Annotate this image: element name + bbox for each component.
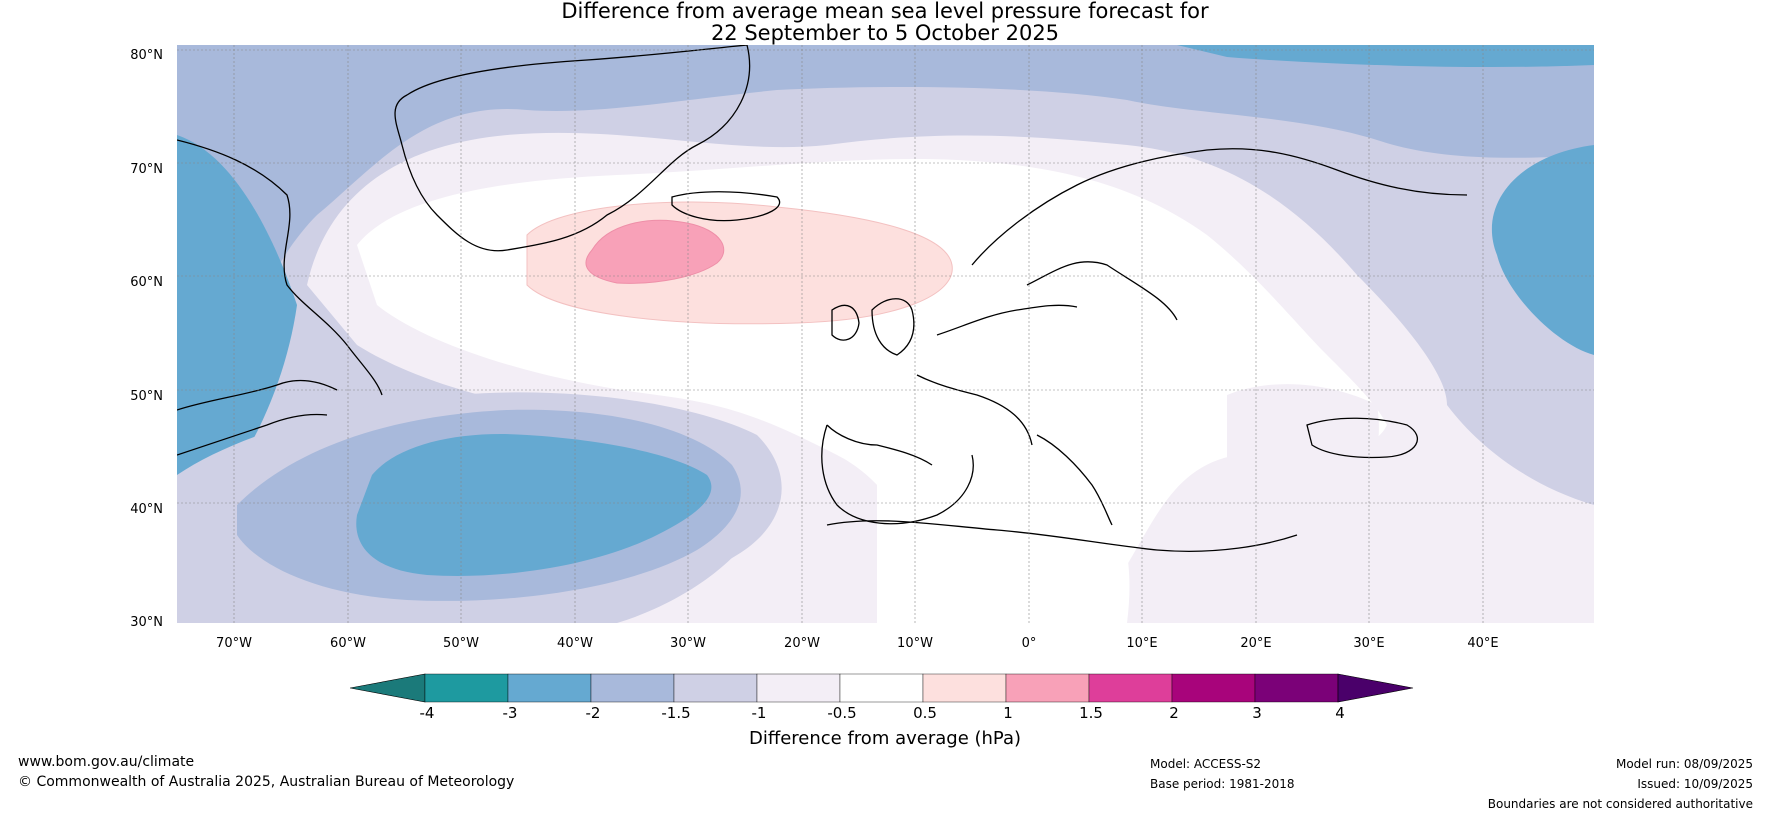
footer-model-run: Model run: 08/09/2025 <box>1615 757 1753 771</box>
colorbar-extend-high <box>1337 673 1414 703</box>
colorbar-tick: -2 <box>585 704 601 722</box>
colorbar-tick: 4 <box>1335 704 1345 722</box>
footer-disclaimer: Boundaries are not considered authoritat… <box>1487 797 1753 811</box>
colorbar-swatch <box>1088 673 1173 703</box>
colorbar-extend-low <box>350 673 426 703</box>
anomaly-contour-minus3-arctic <box>1177 45 1594 68</box>
colorbar-swatch <box>922 673 1007 703</box>
lon-label-10w: 10°W <box>897 636 933 651</box>
colorbar-tick: -4 <box>419 704 435 722</box>
anomaly-contour-neutral-iberia <box>877 460 1130 623</box>
colorbar-swatch <box>1171 673 1256 703</box>
colorbar-swatch <box>756 673 841 703</box>
footer-url[interactable]: www.bom.gov.au/climate <box>18 754 195 770</box>
lon-label-40w: 40°W <box>557 636 593 651</box>
lat-label-30n: 30°N <box>130 615 163 630</box>
colorbar-swatch <box>590 673 675 703</box>
coastlines <box>177 45 1468 552</box>
lat-label-70n: 70°N <box>130 162 163 177</box>
anomaly-contour-plus1 <box>585 219 725 284</box>
pressure-anomaly-map <box>177 45 1594 623</box>
lon-label-0: 0° <box>1021 636 1037 651</box>
footer-base-period: Base period: 1981-2018 <box>1150 777 1295 791</box>
anomaly-contour-minus3-northwest <box>177 135 297 515</box>
colorbar-tick: -1 <box>751 704 767 722</box>
lon-label-20w: 20°W <box>784 636 820 651</box>
lon-label-30e: 30°E <box>1353 636 1385 651</box>
lat-label-80n: 80°N <box>130 48 163 63</box>
colorbar-tick: 0.5 <box>913 704 937 722</box>
lat-label-50n: 50°N <box>130 389 163 404</box>
map-title-line1: Difference from average mean sea level p… <box>561 0 1209 23</box>
colorbar <box>350 673 1414 703</box>
graticule <box>177 45 1594 623</box>
lat-label-60n: 60°N <box>130 275 163 290</box>
colorbar-swatch <box>673 673 758 703</box>
anomaly-contour-minus3-atlantic <box>356 434 712 576</box>
colorbar-tick: -1.5 <box>661 704 691 722</box>
lon-label-40e: 40°E <box>1467 636 1499 651</box>
colorbar-tick: 2 <box>1169 704 1179 722</box>
lon-label-10e: 10°E <box>1126 636 1158 651</box>
colorbar-swatch <box>839 673 924 703</box>
anomaly-contour-minus2-north <box>177 45 1594 565</box>
colorbar-tick: 1 <box>1003 704 1013 722</box>
colorbar-swatch <box>1005 673 1090 703</box>
colorbar-swatch <box>507 673 592 703</box>
colorbar-tick: 1.5 <box>1079 704 1103 722</box>
colorbar-tick: -3 <box>502 704 518 722</box>
lat-label-40n: 40°N <box>130 502 163 517</box>
lon-label-50w: 50°W <box>443 636 479 651</box>
colorbar-swatch <box>1254 673 1339 703</box>
colorbar-tick: -0.5 <box>827 704 857 722</box>
colorbar-label: Difference from average (hPa) <box>748 728 1022 749</box>
lon-label-30w: 30°W <box>670 636 706 651</box>
lon-label-20e: 20°E <box>1240 636 1272 651</box>
lon-label-70w: 70°W <box>216 636 252 651</box>
lon-label-60w: 60°W <box>330 636 366 651</box>
footer-issued: Issued: 10/09/2025 <box>1637 777 1753 791</box>
colorbar-tick: 3 <box>1252 704 1262 722</box>
footer-copyright: © Commonwealth of Australia 2025, Austra… <box>18 774 515 790</box>
footer-model: Model: ACCESS-S2 <box>1150 757 1262 771</box>
anomaly-contour-minus0-5-balkans <box>1227 384 1379 537</box>
map-title-line2: 22 September to 5 October 2025 <box>710 21 1060 45</box>
anomaly-contour-minus3-northeast <box>1491 145 1594 355</box>
colorbar-swatch <box>424 673 509 703</box>
